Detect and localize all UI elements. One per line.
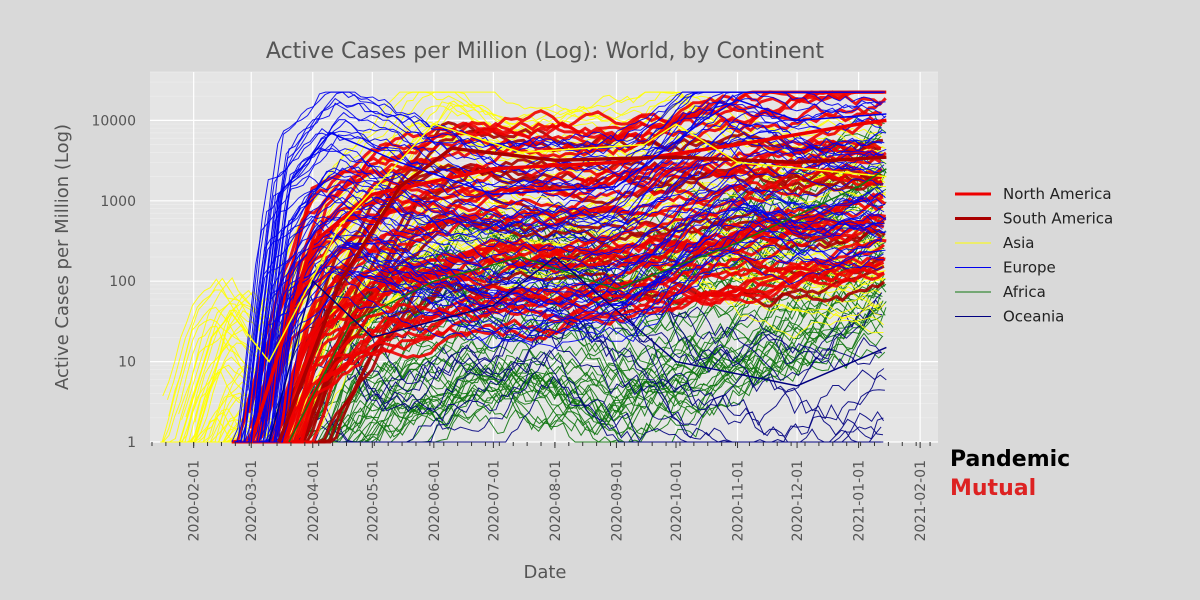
series-trace-africa	[277, 284, 885, 443]
x-tick-label: 2020-10-01	[669, 460, 685, 541]
x-tick-label: 2020-03-01	[244, 460, 260, 541]
watermark-line-1: Pandemic	[950, 447, 1071, 472]
y-axis: 1 10 100 1000 10000	[91, 113, 136, 451]
series-trace-oceania	[259, 326, 885, 443]
x-tick-label: 2020-06-01	[427, 460, 443, 541]
series-trace-africa	[269, 319, 884, 443]
x-axis: 2020-02-01 2020-03-01 2020-04-01 2020-05-01…	[151, 442, 931, 541]
legend-label-south-america: South America	[1003, 210, 1113, 228]
legend-label-africa: Africa	[1003, 283, 1046, 301]
series-trace-north-america	[249, 236, 882, 444]
series-trace-north-america	[267, 156, 882, 444]
x-tick-label: 2020-11-01	[731, 460, 747, 541]
x-tick-label: 2020-09-01	[609, 460, 625, 541]
series-trace-africa	[288, 251, 884, 443]
series-trace-europe	[236, 114, 887, 443]
legend-label-asia: Asia	[1003, 234, 1034, 252]
series-trace-europe	[265, 219, 886, 443]
series-trace-europe	[258, 111, 885, 443]
series-trace-europe	[237, 141, 881, 443]
series-trace-europe	[262, 122, 883, 443]
legend-label-oceania: Oceania	[1003, 308, 1064, 326]
y-tick-label: 1000	[100, 194, 136, 210]
series-line-north-america	[249, 118, 887, 443]
series-trace-europe	[256, 178, 883, 443]
series-trace-europe	[268, 235, 883, 443]
series-trace-north-america	[260, 255, 886, 444]
series-trace-africa	[282, 232, 885, 443]
series-trace-north-america	[256, 163, 883, 444]
x-axis-label: Date	[523, 562, 566, 583]
y-tick-label: 10	[118, 355, 136, 371]
series-trace-europe	[262, 215, 882, 443]
series-trace-europe	[238, 101, 882, 437]
x-tick-label: 2020-08-01	[548, 460, 564, 541]
chart-title: Active Cases per Million (Log): World, b…	[266, 39, 825, 64]
y-tick-label: 1	[127, 435, 136, 451]
x-tick-label: 2020-12-01	[790, 460, 806, 541]
y-axis-label: Active Cases per Million (Log)	[52, 124, 73, 390]
series-trace-europe	[260, 182, 886, 443]
legend: North America South America Asia Europe Afri…	[955, 185, 1113, 326]
series-trace-europe	[231, 141, 882, 443]
watermark-line-2: Mutual	[950, 476, 1037, 501]
series-trace-africa	[286, 277, 883, 443]
series-line-europe	[250, 99, 887, 443]
series-trace-north-america	[247, 90, 886, 414]
series-trace-africa	[287, 245, 884, 443]
series-trace-europe	[251, 138, 883, 443]
x-tick-label: 2020-05-01	[365, 460, 381, 541]
series-trace-africa	[279, 278, 882, 443]
series-trace-europe	[244, 123, 883, 443]
series-line-oceania	[268, 256, 887, 443]
x-tick-label: 2020-04-01	[306, 460, 322, 541]
series-line-africa	[288, 168, 887, 443]
series-trace-europe	[248, 136, 887, 443]
series-trace-europe	[253, 256, 885, 443]
series-traces	[160, 90, 887, 444]
legend-label-europe: Europe	[1003, 259, 1056, 277]
series-trace-europe	[258, 149, 885, 443]
series-trace-north-america	[249, 259, 882, 444]
series-trace-europe	[245, 237, 883, 443]
series-trace-europe	[260, 91, 887, 438]
y-tick-label: 100	[109, 274, 136, 290]
legend-label-north-america: North America	[1003, 185, 1112, 203]
series-trace-north-america	[239, 195, 884, 444]
x-tick-label: 2020-07-01	[486, 460, 502, 541]
series-trace-europe	[256, 223, 883, 443]
series-trace-europe	[247, 101, 886, 441]
series-trace-north-america	[231, 213, 881, 444]
series-trace-north-america	[260, 106, 882, 427]
series-line-south-america	[277, 146, 887, 443]
series-line-asia	[179, 123, 887, 443]
series-trace-oceania	[287, 305, 884, 443]
x-tick-label: 2021-02-01	[913, 460, 929, 541]
series-trace-north-america	[248, 192, 887, 444]
series-trace-africa	[283, 343, 886, 443]
series-trace-oceania	[258, 351, 885, 443]
series-trace-europe	[235, 197, 885, 443]
y-tick-label: 10000	[91, 113, 136, 129]
series-trace-europe	[255, 91, 882, 410]
x-tick-label: 2021-01-01	[852, 460, 868, 541]
x-tick-label: 2020-02-01	[187, 460, 203, 541]
series-trace-north-america	[265, 90, 887, 398]
series-trace-europe	[243, 184, 887, 443]
